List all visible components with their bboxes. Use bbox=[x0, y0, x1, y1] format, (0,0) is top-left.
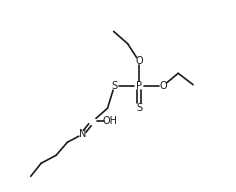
Text: O: O bbox=[135, 56, 143, 66]
Text: P: P bbox=[136, 80, 142, 90]
Text: S: S bbox=[111, 80, 118, 90]
Text: O: O bbox=[160, 80, 167, 90]
Text: OH: OH bbox=[103, 116, 118, 126]
Text: N: N bbox=[79, 129, 86, 139]
Text: S: S bbox=[136, 103, 142, 113]
